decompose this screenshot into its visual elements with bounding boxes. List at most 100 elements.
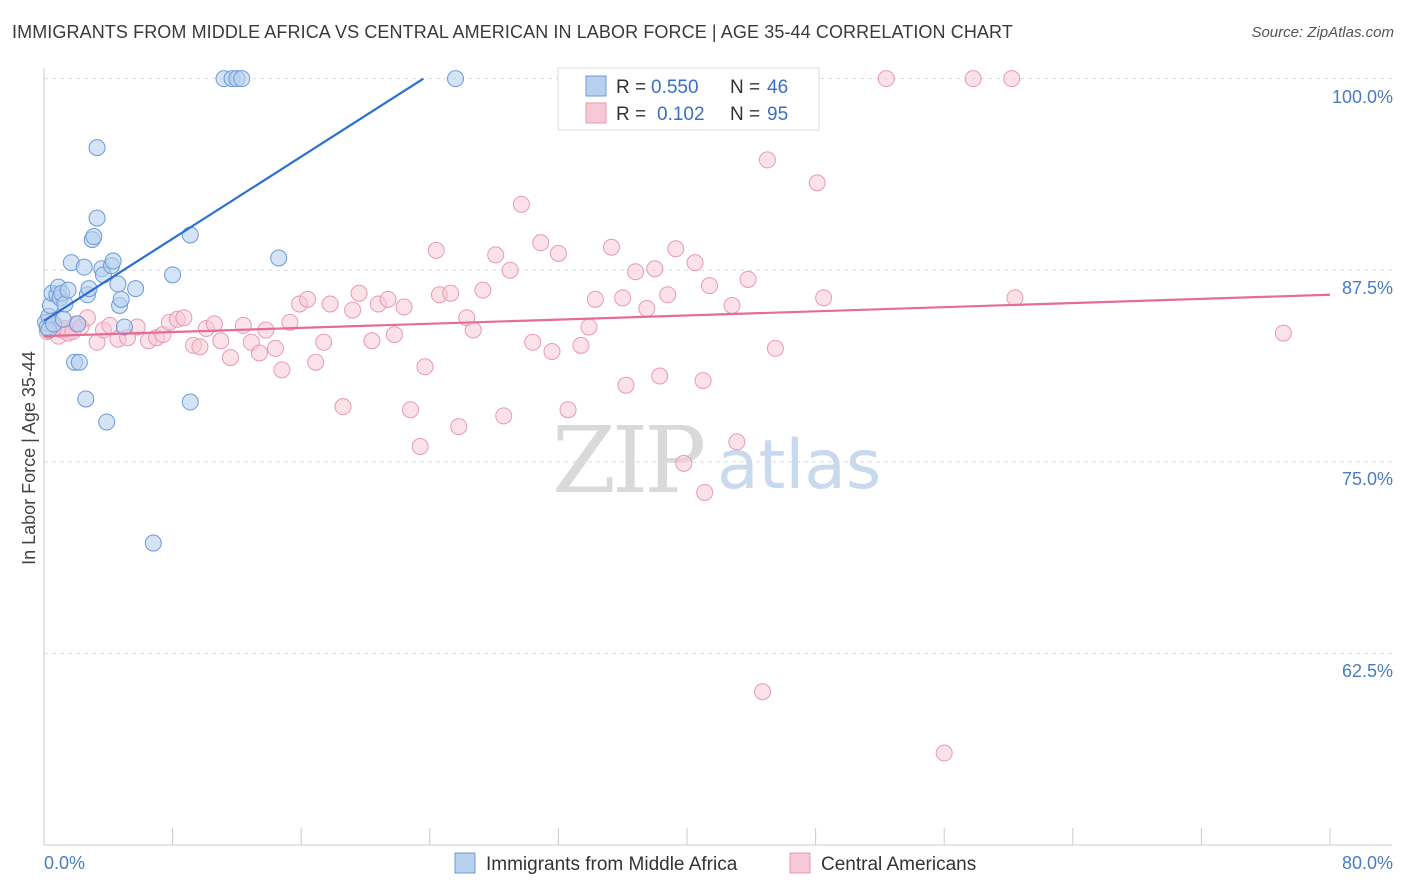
point-central-americans <box>474 281 492 299</box>
point-central-americans <box>191 338 209 356</box>
point-central-americans <box>602 238 620 256</box>
point-middle-africa <box>59 281 77 299</box>
point-central-americans <box>212 332 230 350</box>
point-middle-africa <box>270 249 288 267</box>
y-tick-labels: 62.5% 75.0% 87.5% 100.0% <box>1332 87 1393 681</box>
point-central-americans <box>723 296 741 314</box>
point-central-americans <box>234 316 252 334</box>
point-central-americans <box>487 246 505 264</box>
point-middle-africa <box>144 534 162 552</box>
point-central-americans <box>315 333 333 351</box>
point-central-americans <box>766 339 784 357</box>
point-central-americans <box>450 418 468 436</box>
trend-line-central-americans <box>43 293 1331 338</box>
point-central-americans <box>205 315 223 333</box>
y-tick-label-75: 75.0% <box>1342 469 1393 489</box>
point-middle-africa <box>181 393 199 411</box>
point-middle-africa <box>88 139 106 157</box>
legend-r-value-pink: 0.102 <box>657 104 705 125</box>
point-middle-africa <box>104 252 122 270</box>
point-central-americans <box>512 195 530 213</box>
point-middle-africa <box>112 290 130 308</box>
point-central-americans <box>250 344 268 362</box>
legend-r-value-blue: 0.550 <box>651 77 699 98</box>
point-central-americans <box>175 309 193 327</box>
point-central-americans <box>402 401 420 419</box>
point-central-americans <box>964 70 982 88</box>
point-central-americans <box>385 326 403 344</box>
point-middle-africa <box>80 280 98 298</box>
point-central-americans <box>667 240 685 258</box>
point-middle-africa <box>85 228 103 246</box>
point-central-americans <box>427 241 445 259</box>
series-central-americans <box>38 70 1292 762</box>
point-central-americans <box>614 289 632 307</box>
x-tick-label-min: 0.0% <box>44 853 85 873</box>
point-central-americans <box>754 683 772 701</box>
y-tick-label-100: 100.0% <box>1332 87 1393 107</box>
gridlines <box>44 78 1392 654</box>
legend-r-label-blue: R = <box>616 77 646 98</box>
point-central-americans <box>1006 289 1024 307</box>
point-central-americans <box>1003 70 1021 88</box>
point-middle-africa <box>88 209 106 227</box>
point-central-americans <box>350 284 368 302</box>
legend-swatch-pink <box>585 102 607 124</box>
point-central-americans <box>344 301 362 319</box>
legend-swatch-blue <box>585 75 607 97</box>
point-central-americans <box>524 333 542 351</box>
y-tick-label-62-5: 62.5% <box>1342 661 1393 681</box>
point-central-americans <box>651 367 669 385</box>
legend-n-label-blue: N = <box>730 77 760 98</box>
point-central-americans <box>728 433 746 451</box>
point-central-americans <box>464 321 482 339</box>
point-central-americans <box>1274 324 1292 342</box>
point-central-americans <box>559 401 577 419</box>
bottom-legend-swatch-blue <box>454 852 476 874</box>
point-central-americans <box>739 270 757 288</box>
point-central-americans <box>379 290 397 308</box>
bottom-legend-swatch-pink <box>789 852 811 874</box>
chart-source: Source: ZipAtlas.com <box>1251 24 1394 41</box>
point-middle-africa <box>164 266 182 284</box>
point-central-americans <box>549 244 567 262</box>
point-central-americans <box>395 298 413 316</box>
point-central-americans <box>299 290 317 308</box>
point-central-americans <box>273 361 291 379</box>
point-central-americans <box>701 277 719 295</box>
series-immigrants-middle-africa <box>37 70 465 552</box>
point-middle-africa <box>70 353 88 371</box>
point-middle-africa <box>77 390 95 408</box>
point-central-americans <box>442 284 460 302</box>
point-central-americans <box>411 438 429 455</box>
point-central-americans <box>543 342 561 360</box>
point-central-americans <box>935 744 953 762</box>
point-central-americans <box>808 174 826 192</box>
point-middle-africa <box>75 258 93 276</box>
point-central-americans <box>307 353 325 371</box>
trend-lines <box>43 77 1331 338</box>
point-central-americans <box>495 407 513 425</box>
legend-n-value-blue: 46 <box>767 77 788 98</box>
point-central-americans <box>266 339 284 357</box>
point-central-americans <box>281 313 299 331</box>
point-central-americans <box>586 290 604 308</box>
trend-line-middle-africa <box>43 77 424 322</box>
point-central-americans <box>638 300 656 318</box>
point-central-americans <box>675 454 693 472</box>
point-middle-africa <box>115 318 133 336</box>
point-central-americans <box>321 295 339 313</box>
point-central-americans <box>617 376 635 394</box>
point-middle-africa <box>54 310 72 328</box>
top-legend: R = 0.550 N = 46 R = 0.102 N = 95 <box>557 67 820 131</box>
point-central-americans <box>363 332 381 350</box>
point-middle-africa <box>98 413 116 431</box>
bottom-legend-label-blue: Immigrants from Middle Africa <box>486 854 738 875</box>
watermark: ZIP atlas <box>552 407 881 514</box>
chart-title: IMMIGRANTS FROM MIDDLE AFRICA VS CENTRAL… <box>12 22 1013 42</box>
point-middle-africa <box>69 315 87 333</box>
legend-r-label-pink: R = <box>616 104 646 125</box>
x-ticks <box>43 828 1331 845</box>
point-central-americans <box>694 372 712 390</box>
